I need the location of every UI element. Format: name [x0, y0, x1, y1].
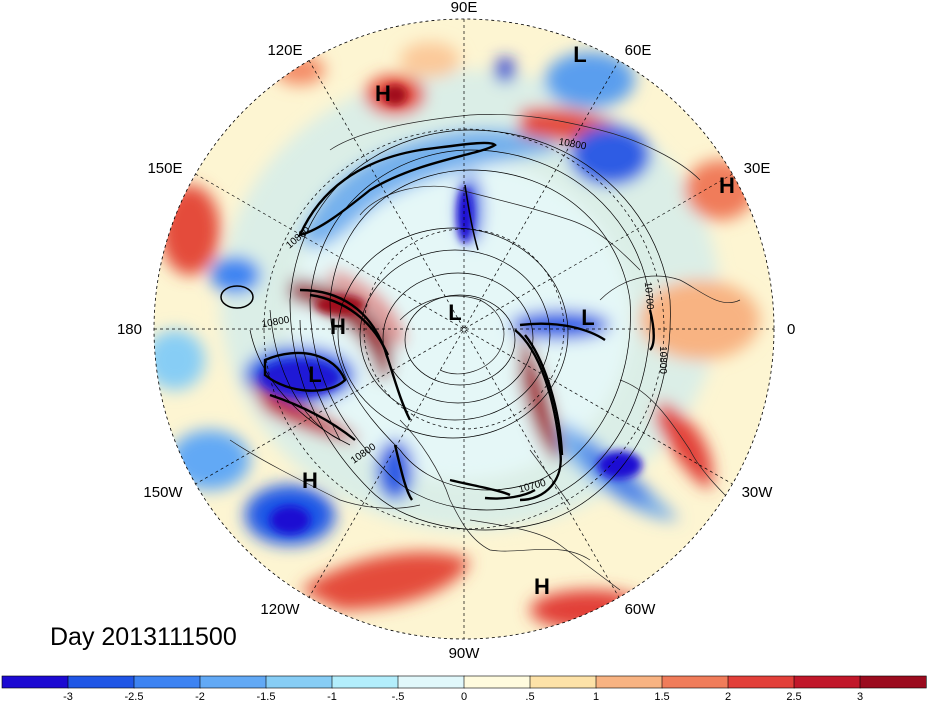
- pressure-centers: H L H H L L L H H: [302, 42, 735, 599]
- colorbar-swatch: [199, 675, 267, 689]
- contour-label: 10800: [558, 137, 588, 153]
- anomaly-shading-sharp: [260, 85, 642, 534]
- colorbar-tick-label: 2: [725, 691, 731, 702]
- colorbar-tick-label: -1: [327, 691, 337, 702]
- lon-label-180: 180: [117, 321, 142, 338]
- colorbar-swatch: [133, 675, 201, 689]
- lon-label-120e: 120E: [267, 42, 302, 59]
- coastlines: [229, 114, 741, 591]
- jet-contours: [220, 141, 655, 502]
- colorbar-tick-label: -.5: [392, 691, 405, 702]
- colorbar-swatch: [265, 675, 333, 689]
- map-boundary: [153, 18, 775, 640]
- colorbar-tick-label: 2.5: [786, 691, 801, 702]
- colorbar-tick-label: .5: [525, 691, 534, 702]
- colorbar-swatch: [397, 675, 465, 689]
- colorbar-tick-label: 0: [461, 691, 467, 702]
- lon-label-60w: 60W: [625, 601, 657, 618]
- graticule-meridians: [154, 19, 774, 639]
- colorbar-swatch: [331, 675, 399, 689]
- colorbar-tick-label: -1.5: [257, 691, 276, 702]
- pressure-center-low: L: [581, 305, 594, 330]
- pressure-center-high: H: [375, 81, 391, 106]
- colorbar-tick-label: 1: [593, 691, 599, 702]
- lon-label-150w: 150W: [143, 484, 183, 501]
- pressure-center-high: H: [719, 173, 735, 198]
- colorbar-swatch: [529, 675, 597, 689]
- pressure-center-low: L: [573, 42, 586, 67]
- pressure-center-high: H: [330, 314, 346, 339]
- lon-label-30w: 30W: [742, 484, 774, 501]
- colorbar: -3 -2.5 -2 -1.5 -1 -.5 0 .5 1 1.5 2 2.5 3: [1, 675, 927, 702]
- pressure-center-high: H: [302, 468, 318, 493]
- colorbar-swatch: [793, 675, 861, 689]
- colorbar-swatch: [595, 675, 663, 689]
- colorbar-swatch: [67, 675, 135, 689]
- lon-label-60e: 60E: [625, 42, 652, 59]
- pressure-center-low: L: [448, 300, 461, 325]
- colorbar-tick-label: -2.5: [125, 691, 144, 702]
- lon-label-90w: 90W: [449, 645, 481, 662]
- height-contours: [249, 129, 671, 531]
- lon-label-150e: 150E: [147, 160, 182, 177]
- contour-label: 10700: [642, 281, 655, 310]
- colorbar-tick-label: 3: [857, 691, 863, 702]
- lon-label-0: 0: [787, 321, 795, 338]
- polar-map-disk: [154, 19, 774, 639]
- pressure-center-high: H: [534, 574, 550, 599]
- colorbar-tick-label: -2: [195, 691, 205, 702]
- longitude-labels: 90E 60E 30E 0 30W 60W 90W 120W 150W 180 …: [117, 0, 795, 662]
- lon-label-30e: 30E: [744, 160, 771, 177]
- colorbar-swatch: [463, 675, 531, 689]
- lon-label-90e: 90E: [451, 0, 478, 16]
- colorbar-swatch: [1, 675, 69, 689]
- contour-label: 10800: [261, 315, 291, 331]
- pressure-center-low: L: [308, 362, 321, 387]
- colorbar-swatch: [661, 675, 729, 689]
- colorbar-tick-label: -3: [63, 691, 73, 702]
- colorbar-swatch: [859, 675, 927, 689]
- colorbar-swatch: [727, 675, 795, 689]
- lon-label-120w: 120W: [260, 601, 300, 618]
- contour-label: 10800: [657, 346, 668, 374]
- date-label: Day 2013111500: [50, 623, 237, 651]
- colorbar-tick-label: 1.5: [654, 691, 669, 702]
